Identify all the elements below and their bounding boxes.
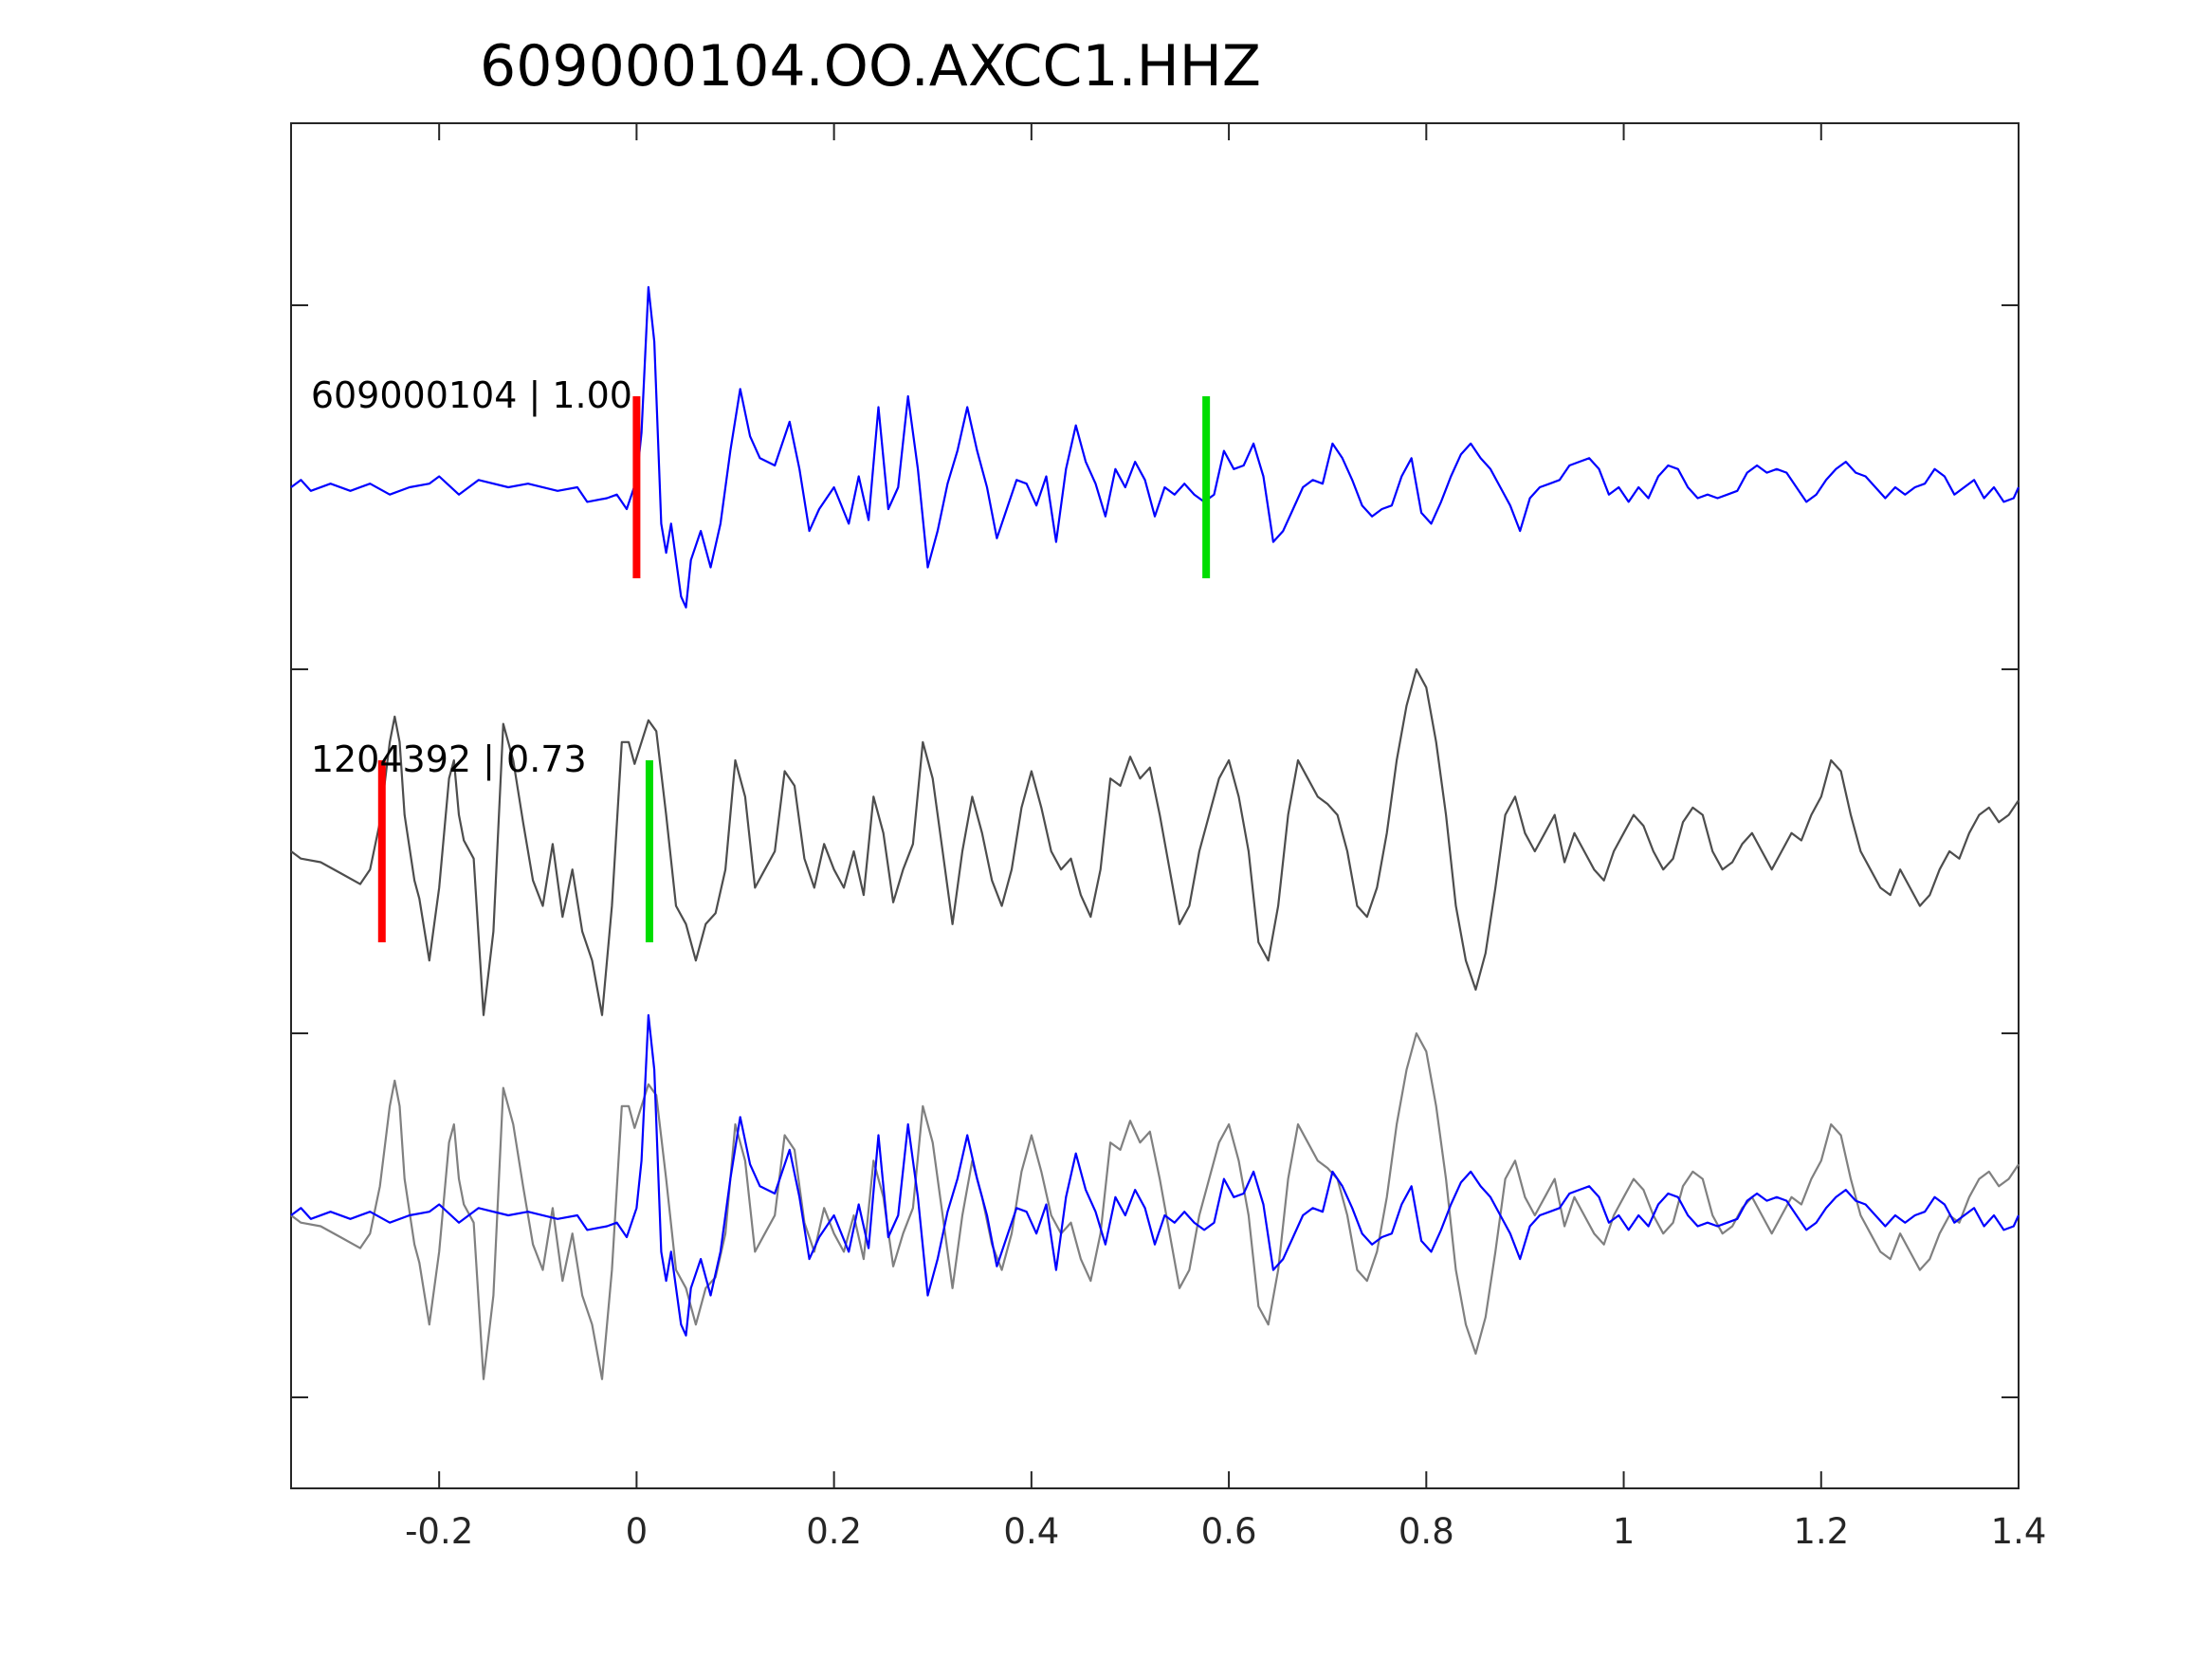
waveform-traces bbox=[290, 285, 2020, 1380]
plot-area: 609000104 | 1.00 1204392 | 0.73 bbox=[290, 122, 2020, 1489]
template-waveform bbox=[290, 667, 2020, 1016]
x-tick-label: 0.2 bbox=[806, 1511, 862, 1552]
main-waveform bbox=[290, 285, 2020, 609]
x-tick-label: 0.4 bbox=[1003, 1511, 1059, 1552]
x-tick-label: 0 bbox=[626, 1511, 649, 1552]
x-tick-label: 1 bbox=[1613, 1511, 1636, 1552]
x-tick-label: 1.4 bbox=[1991, 1511, 2047, 1552]
axes-box bbox=[290, 122, 2020, 1489]
chart-title: 609000104.OO.AXCC1.HHZ bbox=[480, 33, 1261, 100]
trace-labels: 609000104 | 1.00 1204392 | 0.73 bbox=[311, 374, 632, 781]
x-tick-label: 0.8 bbox=[1398, 1511, 1454, 1552]
x-axis-tick-labels: -0.2 0 0.2 0.4 0.6 0.8 1 1.2 1.4 bbox=[405, 1511, 2046, 1552]
y-axis-ticks bbox=[291, 304, 2019, 1398]
main-trace-label: 609000104 | 1.00 bbox=[311, 374, 632, 417]
x-tick-label: 1.2 bbox=[1793, 1511, 1849, 1552]
template-trace-label: 1204392 | 0.73 bbox=[311, 738, 587, 781]
x-axis-ticks bbox=[438, 123, 2020, 1488]
x-tick-label: -0.2 bbox=[405, 1511, 473, 1552]
phase-picks bbox=[377, 396, 1211, 942]
overlay-main-waveform bbox=[290, 1013, 2020, 1337]
overlay-template-waveform bbox=[290, 1031, 2020, 1380]
x-tick-label: 0.6 bbox=[1201, 1511, 1257, 1552]
